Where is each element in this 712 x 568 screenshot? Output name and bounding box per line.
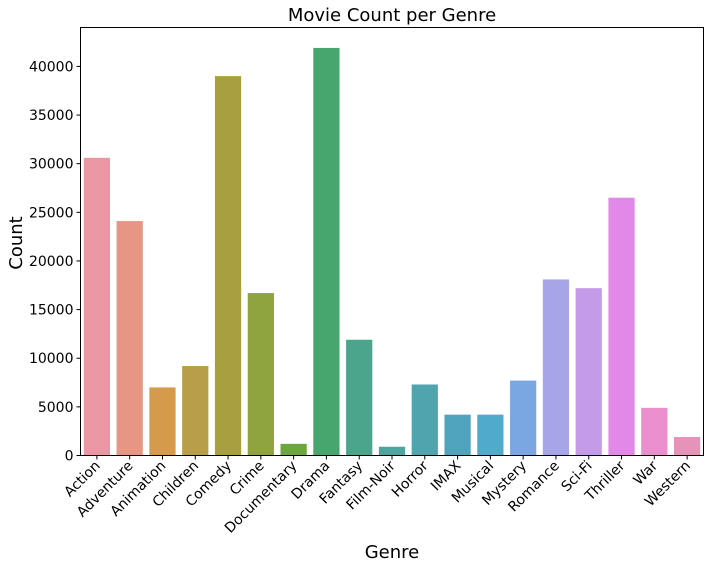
plot-frame <box>80 27 704 456</box>
bar-fantasy <box>346 339 373 456</box>
y-tick-label: 40000 <box>29 59 74 75</box>
bar-romance <box>542 279 570 456</box>
bar-adventure <box>116 221 143 456</box>
y-axis-title: Count <box>6 216 27 269</box>
bar-animation <box>149 387 176 456</box>
bar-crime <box>247 293 274 456</box>
y-tick-label: 20000 <box>29 254 74 270</box>
bar-horror <box>411 384 438 456</box>
x-axis-ticks: ActionAdventureAnimationChildrenComedyCr… <box>61 455 694 537</box>
bar-musical <box>477 414 504 456</box>
bar-comedy <box>214 76 242 456</box>
y-axis-ticks: 0 5000 10000 15000 20000 25000 30000 35000 40000 <box>29 59 81 465</box>
y-tick-label: 35000 <box>29 108 74 124</box>
bar-mystery <box>510 380 537 456</box>
x-tick-label-horror: Horror <box>389 458 432 501</box>
bar-action <box>83 157 111 456</box>
bar-imax <box>444 414 471 456</box>
y-tick-label: 5000 <box>38 400 74 416</box>
bar-children <box>182 366 209 456</box>
y-tick-label: 0 <box>65 449 74 465</box>
bar-western <box>673 437 701 456</box>
bar-film-noir <box>378 446 406 456</box>
bar-war <box>641 407 668 456</box>
bar-sci-fi <box>575 288 602 456</box>
y-tick-label: 10000 <box>29 351 74 367</box>
x-axis-title: Genre <box>365 542 420 563</box>
chart-title: Movie Count per Genre <box>288 5 496 26</box>
bar-drama <box>313 47 340 456</box>
bar-thriller <box>608 197 635 456</box>
y-tick-label: 25000 <box>29 205 74 221</box>
y-tick-label: 15000 <box>29 303 74 319</box>
bars-group <box>83 47 701 456</box>
y-tick-label: 30000 <box>29 157 74 173</box>
bar-documentary <box>280 443 307 456</box>
